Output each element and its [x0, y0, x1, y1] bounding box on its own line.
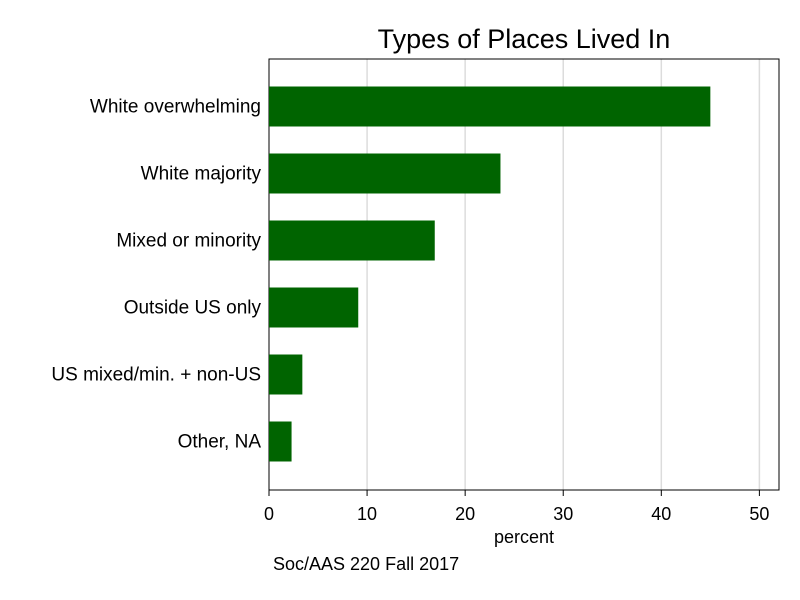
category-label: Other, NA: [178, 432, 262, 453]
bar: [269, 421, 292, 462]
category-labels: White overwhelming White majority Mixed or…: [51, 97, 261, 453]
x-axis-title: percent: [494, 527, 554, 547]
x-tick-label: 0: [264, 504, 274, 524]
category-label: US mixed/min. + non-US: [51, 365, 261, 386]
bar: [269, 153, 501, 194]
gridlines: [366, 59, 761, 490]
x-tick-label: 30: [553, 504, 573, 524]
x-tick-label: 20: [455, 504, 475, 524]
bar: [269, 287, 359, 328]
bar: [269, 86, 711, 127]
chart-note: Soc/AAS 220 Fall 2017: [273, 554, 459, 574]
bar: [269, 354, 303, 395]
x-axis-ticks: 0 10 20 30 40 50: [264, 490, 769, 524]
x-tick-label: 40: [651, 504, 671, 524]
bar: [269, 220, 435, 261]
plot-frame: [268, 58, 780, 491]
category-label: Outside US only: [124, 298, 262, 319]
category-label: White overwhelming: [90, 97, 261, 118]
category-label: Mixed or minority: [116, 231, 261, 252]
bars: [269, 86, 711, 462]
x-tick-label: 10: [357, 504, 377, 524]
chart-title: Types of Places Lived In: [378, 24, 671, 54]
x-tick-label: 50: [749, 504, 769, 524]
category-label: White majority: [141, 164, 262, 185]
